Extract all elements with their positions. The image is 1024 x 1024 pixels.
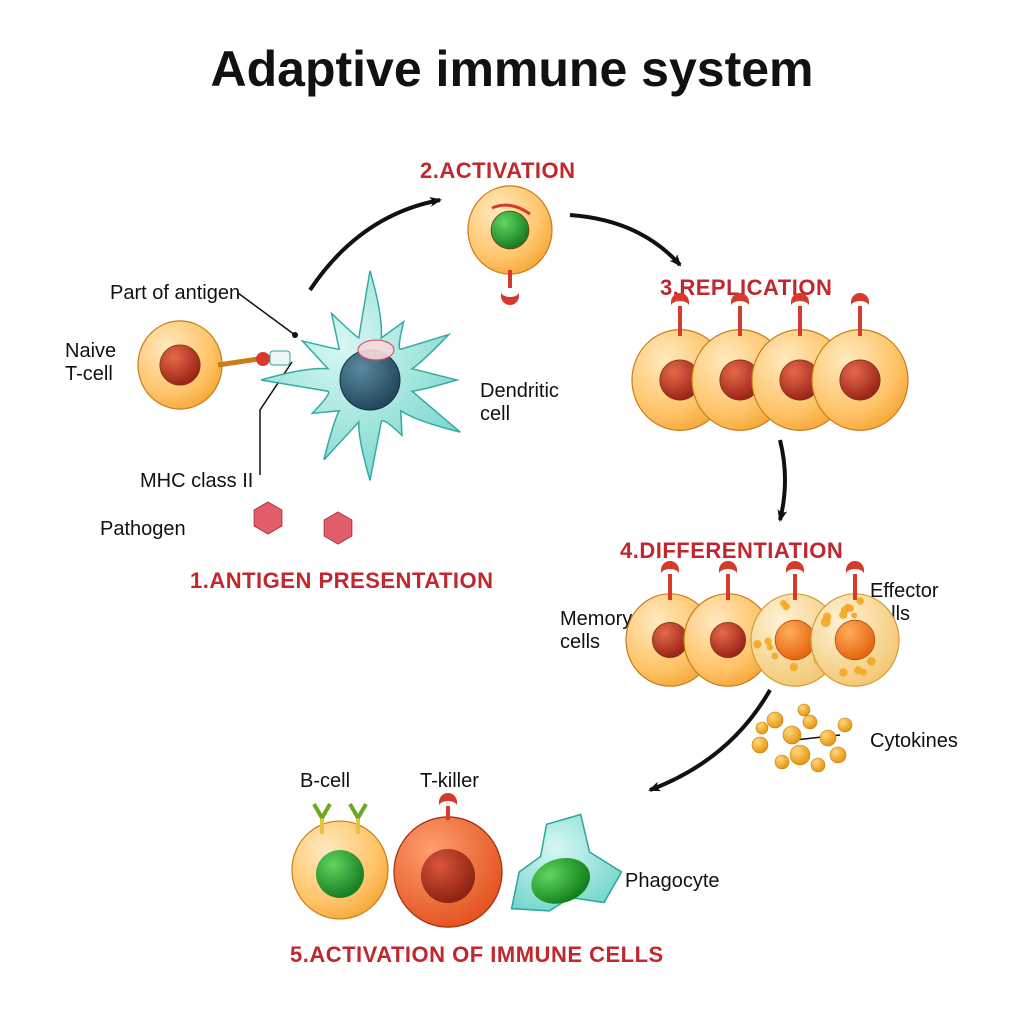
stage-5-activation-immune — [292, 793, 622, 927]
diagram-scene — [0, 0, 1024, 1024]
stage-2-activation — [468, 186, 552, 305]
stage-1-antigen-presentation — [138, 271, 460, 544]
flow-arrows — [310, 200, 785, 790]
stage-4-differentiation — [626, 561, 899, 772]
stage-3-replication — [632, 293, 908, 430]
